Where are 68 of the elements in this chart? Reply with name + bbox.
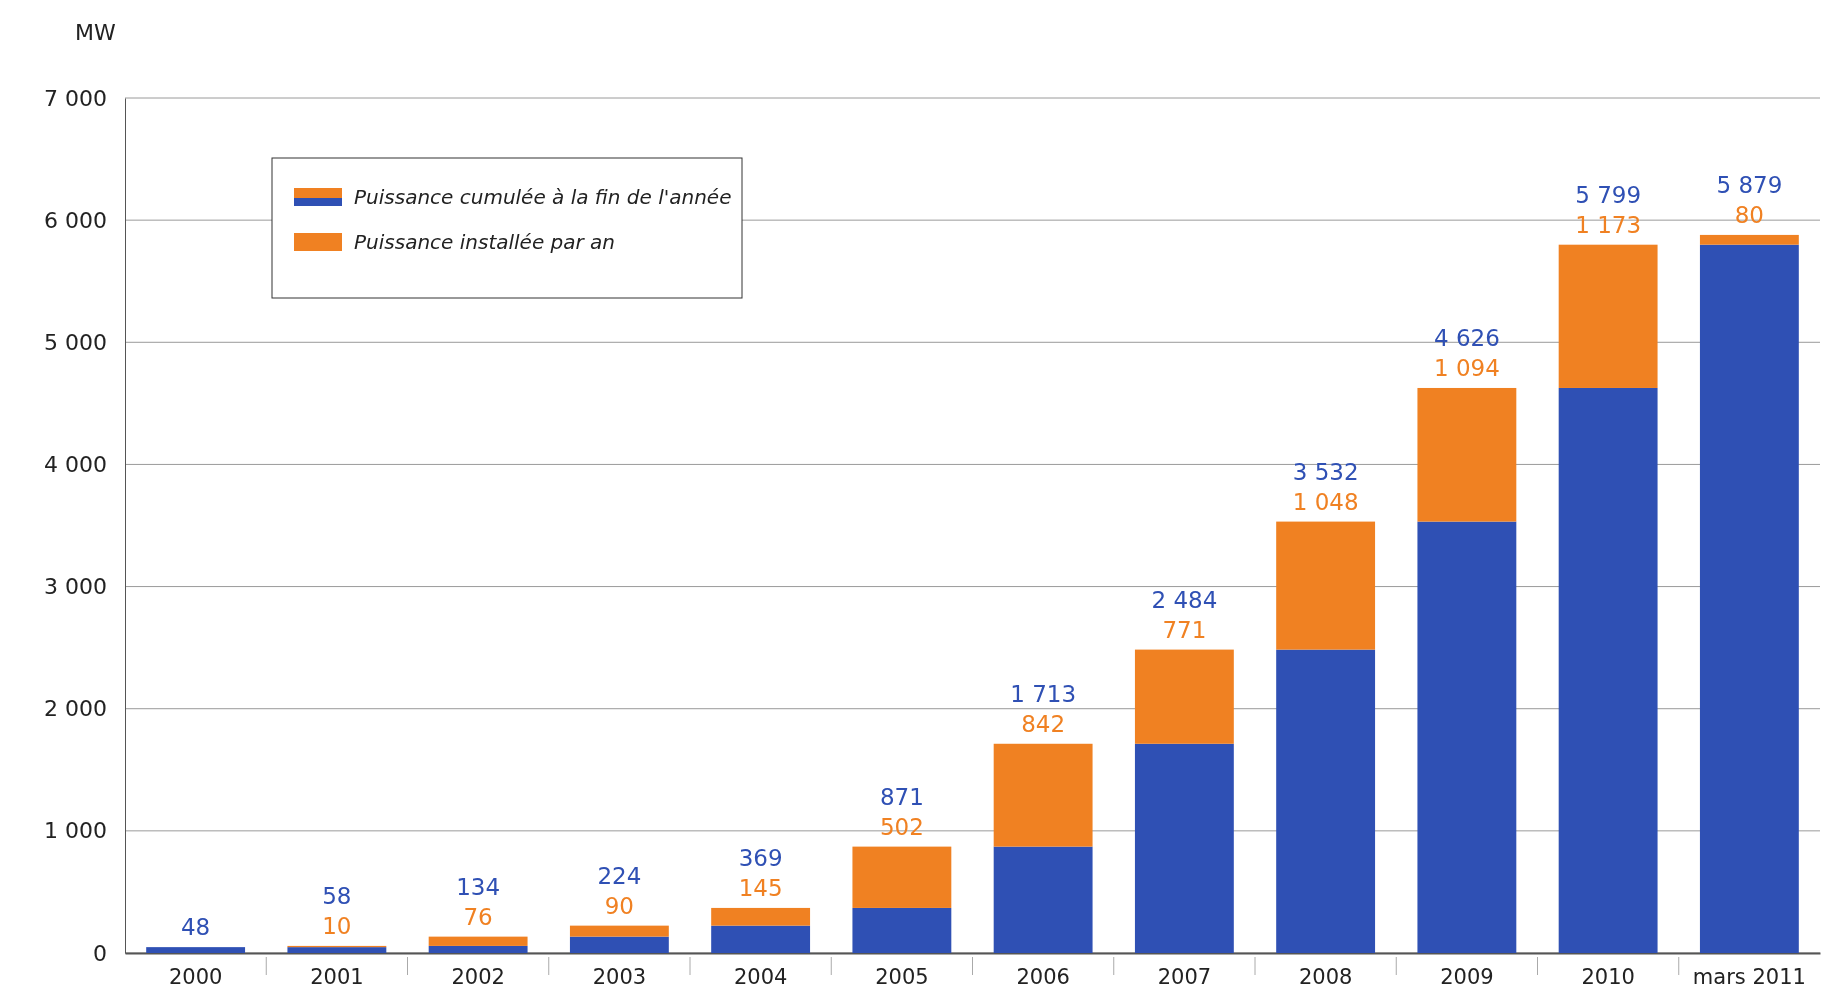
x-tick-label: 2003 — [592, 964, 647, 989]
x-tick-label: 2007 — [1157, 964, 1212, 989]
y-tick-label: 4 000 — [44, 451, 107, 477]
data-label: 1 094 — [1433, 354, 1500, 381]
data-label: 1 048 — [1292, 488, 1359, 515]
y-tick-label: 0 — [93, 940, 107, 966]
bar — [711, 907, 811, 926]
data-label: 502 — [879, 813, 924, 840]
total-label: 871 — [879, 783, 924, 810]
bar — [852, 907, 952, 953]
y-tick-label: 6 000 — [44, 207, 107, 233]
data-label: 842 — [1021, 710, 1066, 737]
total-label: 5 879 — [1716, 171, 1783, 198]
bar — [1417, 387, 1517, 522]
bar — [1699, 234, 1799, 245]
x-tick-label: 2004 — [733, 964, 788, 989]
y-tick-label: 7 000 — [44, 85, 107, 111]
bar — [1134, 649, 1234, 744]
total-label: 224 — [597, 862, 642, 889]
bar — [1276, 649, 1376, 953]
x-tick-label: 2006 — [1016, 964, 1070, 989]
data-label: 771 — [1162, 616, 1207, 643]
y-axis-title: MW — [75, 20, 116, 45]
data-label: 76 — [463, 903, 493, 930]
x-tick-label: 2010 — [1581, 964, 1635, 989]
legend-label: Puissance installée par an — [354, 230, 616, 254]
total-label: 2 484 — [1151, 586, 1218, 613]
y-tick-label: 5 000 — [44, 329, 107, 355]
bar — [852, 846, 952, 908]
x-tick-label: 2005 — [875, 964, 929, 989]
total-label: 48 — [180, 914, 211, 941]
bar — [1417, 521, 1517, 953]
total-label: 369 — [738, 844, 783, 871]
bar — [146, 947, 246, 953]
bar — [287, 947, 387, 953]
bar — [993, 846, 1093, 953]
x-tick-label: mars 2011 — [1692, 964, 1806, 989]
bar — [569, 925, 669, 937]
bar — [1699, 244, 1799, 953]
bar — [428, 936, 528, 946]
x-tick-label: 2009 — [1440, 964, 1494, 989]
bar — [569, 936, 669, 953]
legend-label: Puissance cumulée à la fin de l'année — [354, 185, 732, 209]
total-label: 4 626 — [1433, 324, 1500, 351]
bar — [1558, 244, 1658, 388]
x-tick-label: 2008 — [1298, 964, 1353, 989]
y-tick-label: 2 000 — [44, 696, 107, 722]
total-label: 134 — [456, 873, 501, 900]
data-label: 1 173 — [1575, 211, 1642, 238]
bar — [428, 945, 528, 953]
bar — [1558, 387, 1658, 953]
data-label: 80 — [1734, 201, 1765, 228]
y-tick-label: 3 000 — [44, 574, 107, 600]
bar — [993, 743, 1093, 847]
total-label: 1 713 — [1010, 680, 1077, 707]
x-tick-label: 2002 — [451, 964, 505, 989]
x-tick-label: 2000 — [168, 964, 223, 989]
data-label: 90 — [604, 892, 635, 919]
x-tick-label: 2001 — [310, 964, 364, 989]
data-label: 145 — [738, 874, 783, 901]
total-label: 3 532 — [1292, 458, 1359, 485]
bar — [1134, 743, 1234, 953]
data-label: 10 — [322, 912, 352, 939]
total-label: 5 799 — [1575, 181, 1642, 208]
total-label: 58 — [322, 882, 352, 909]
y-tick-label: 1 000 — [44, 818, 107, 844]
bar — [1276, 521, 1376, 650]
bar — [711, 925, 811, 953]
